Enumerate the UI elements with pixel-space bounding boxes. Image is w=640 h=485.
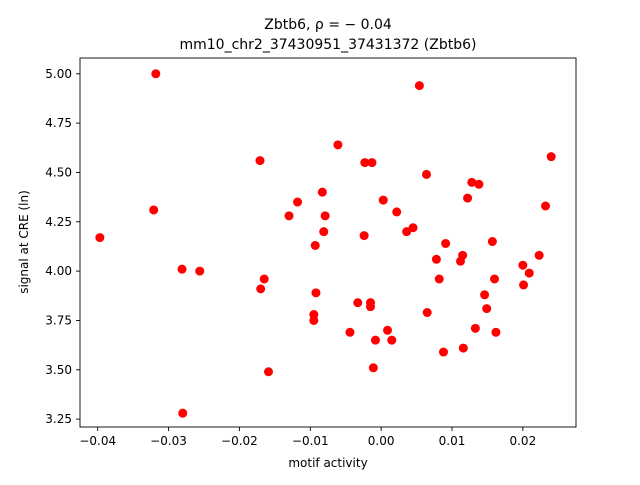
scatter-point bbox=[310, 240, 320, 250]
scatter-point bbox=[518, 260, 528, 270]
scatter-point bbox=[320, 211, 330, 221]
scatter-point bbox=[95, 233, 105, 243]
scatter-point bbox=[368, 363, 378, 373]
scatter-point bbox=[421, 169, 431, 179]
scatter-point bbox=[458, 250, 468, 260]
scatter-point bbox=[149, 205, 159, 215]
x-tick-label: 0.01 bbox=[439, 434, 466, 448]
scatter-point bbox=[392, 207, 402, 217]
scatter-point bbox=[422, 308, 432, 318]
x-axis-ticks: −0.04 −0.03 −0.02 −0.01 0.00 0.01 0.02 bbox=[79, 427, 536, 448]
scatter-point bbox=[482, 304, 492, 314]
scatter-point bbox=[345, 327, 355, 337]
scatter-point bbox=[414, 81, 424, 91]
scatter-point bbox=[284, 211, 294, 221]
x-tick-label: −0.02 bbox=[221, 434, 258, 448]
scatter-point bbox=[541, 201, 551, 211]
scatter-point bbox=[256, 284, 266, 294]
scatter-point bbox=[259, 274, 269, 284]
y-tick-label: 4.25 bbox=[45, 215, 72, 229]
scatter-point bbox=[524, 268, 534, 278]
x-tick-label: −0.03 bbox=[150, 434, 187, 448]
scatter-point bbox=[151, 69, 161, 79]
scatter-point bbox=[438, 347, 448, 357]
scatter-point bbox=[366, 302, 376, 312]
scatter-point bbox=[353, 298, 363, 308]
scatter-point bbox=[367, 158, 377, 168]
axes-frame bbox=[79, 57, 577, 428]
scatter-point bbox=[319, 227, 329, 237]
x-tick-label: 0.00 bbox=[368, 434, 395, 448]
scatter-point bbox=[546, 152, 556, 162]
x-tick-label: 0.02 bbox=[509, 434, 536, 448]
scatter-point bbox=[309, 315, 319, 325]
x-axis-label: motif activity bbox=[288, 456, 367, 470]
scatter-point bbox=[491, 327, 501, 337]
scatter-point bbox=[195, 266, 205, 276]
scatter-point bbox=[534, 250, 544, 260]
scatter-point bbox=[463, 193, 473, 203]
scatter-point bbox=[434, 274, 444, 284]
scatter-point bbox=[408, 223, 418, 233]
scatter-point bbox=[263, 367, 273, 377]
x-tick-label: −0.04 bbox=[79, 434, 116, 448]
y-tick-label: 3.25 bbox=[45, 412, 72, 426]
scatter-point bbox=[490, 274, 500, 284]
scatter-point bbox=[431, 254, 441, 264]
scatter-point bbox=[370, 335, 380, 345]
points-layer bbox=[95, 69, 556, 418]
scatter-point bbox=[458, 343, 468, 353]
scatter-point bbox=[480, 290, 490, 300]
scatter-point bbox=[383, 325, 393, 335]
scatter-point bbox=[387, 335, 397, 345]
scatter-point bbox=[333, 140, 343, 150]
y-tick-label: 4.75 bbox=[45, 116, 72, 130]
scatter-point bbox=[378, 195, 388, 205]
scatter-point bbox=[467, 177, 477, 187]
scatter-point bbox=[177, 264, 187, 274]
chart-title-line2: mm10_chr2_37430951_37431372 (Zbtb6) bbox=[180, 37, 477, 53]
y-axis-ticks: 3.25 3.50 3.75 4.00 4.25 4.50 4.75 5.00 bbox=[45, 67, 80, 426]
x-tick-label: −0.01 bbox=[292, 434, 329, 448]
scatter-point bbox=[487, 237, 497, 247]
scatter-point bbox=[311, 288, 321, 298]
scatter-point bbox=[360, 158, 370, 168]
chart-title-line1: Zbtb6, ρ = − 0.04 bbox=[264, 17, 392, 33]
y-tick-label: 3.75 bbox=[45, 313, 72, 327]
y-tick-label: 4.00 bbox=[45, 264, 72, 278]
y-tick-label: 3.50 bbox=[45, 363, 72, 377]
y-tick-label: 5.00 bbox=[45, 67, 72, 81]
scatter-point bbox=[474, 179, 484, 189]
scatter-point bbox=[470, 323, 480, 333]
scatter-point bbox=[293, 197, 303, 207]
scatter-point bbox=[359, 231, 369, 241]
y-axis-label: signal at CRE (ln) bbox=[17, 190, 31, 294]
scatter-point bbox=[255, 156, 265, 166]
y-tick-label: 4.50 bbox=[45, 165, 72, 179]
scatter-point bbox=[317, 187, 327, 197]
scatter-point bbox=[519, 280, 529, 290]
scatter-point bbox=[178, 408, 188, 418]
scatter-point bbox=[441, 238, 451, 248]
